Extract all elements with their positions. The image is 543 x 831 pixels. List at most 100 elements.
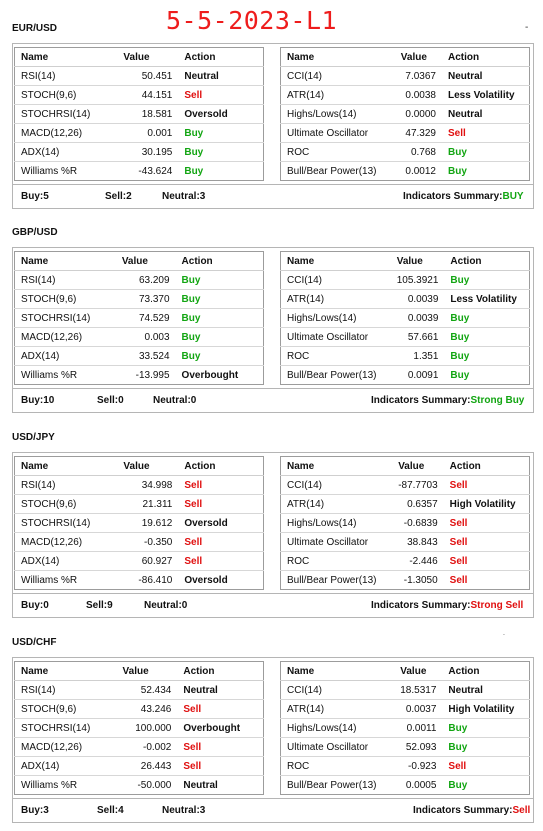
indicator-value: -50.000	[137, 779, 172, 791]
buy-count: Buy:0	[21, 600, 49, 611]
indicator-value: 0.0039	[396, 289, 439, 309]
indicator-value: -13.995	[135, 369, 170, 381]
table-header-row: Name Value Action	[14, 456, 264, 476]
indicator-value: -0.6839	[398, 513, 438, 533]
indicator-panel: Name Value Action RSI(14) 52.434 Neutral STOCH…	[12, 657, 534, 823]
table-row: CCI(14) 7.0367 Neutral	[280, 66, 530, 86]
indicator-action: Buy	[438, 270, 530, 290]
indicator-value: -0.002	[122, 737, 172, 757]
table-row: MACD(12,26) 0.003 Buy	[14, 327, 264, 347]
table-row: STOCH(9,6) 43.246 Sell	[14, 699, 264, 719]
indicator-action: Neutral	[183, 779, 218, 791]
indicator-action: Buy	[448, 165, 467, 177]
indicator-value: 44.151	[123, 85, 173, 105]
indicator-action: Sell	[449, 574, 468, 586]
sell-count: Sell:9	[86, 600, 113, 611]
indicator-value: 60.927	[123, 551, 173, 571]
indicator-name: Ultimate Oscillator	[280, 532, 399, 552]
summary-bar: Buy:10 Sell:0 Neutral:0 Indicators Summary:…	[13, 388, 533, 413]
indicator-action: Buy	[172, 123, 264, 143]
indicators-summary-label: Indicators Summary:	[403, 191, 503, 202]
table-row: MACD(12,26) -0.350 Sell	[14, 532, 264, 552]
indicator-action: Neutral	[172, 66, 264, 86]
indicator-name: ADX(14)	[14, 346, 122, 366]
indicator-name: Ultimate Oscillator	[280, 737, 401, 757]
indicator-name: ADX(14)	[14, 756, 123, 776]
indicator-action: Buy	[438, 308, 530, 328]
indicator-name: Highs/Lows(14)	[280, 104, 401, 124]
indicator-value: 34.998	[123, 475, 173, 495]
indicator-value: 57.661	[396, 327, 439, 347]
right-indicator-table: Name Value Action CCI(14) 7.0367 Neutral ATR(1…	[280, 47, 530, 181]
table-row: Ultimate Oscillator 47.329 Sell	[280, 123, 530, 143]
pair-title: EUR/USD	[12, 23, 58, 34]
indicator-action: Neutral	[436, 104, 530, 124]
table-row: STOCHRSI(14) 19.612 Oversold	[14, 513, 264, 533]
indicator-name: Bull/Bear Power(13)	[287, 369, 377, 381]
table-row: CCI(14) -87.7703 Sell	[280, 475, 530, 495]
indicators-summary-value: BUY	[502, 191, 524, 202]
indicator-action: Sell	[171, 699, 264, 719]
indicator-action: Sell	[437, 532, 530, 552]
action-column-header: Action	[172, 47, 264, 67]
value-column-header: Value	[400, 47, 436, 67]
indicator-name: Williams %R	[21, 779, 78, 791]
indicator-name: MACD(12,26)	[14, 737, 123, 757]
indicator-action: Buy	[436, 737, 530, 757]
indicator-action: Buy	[436, 142, 530, 162]
indicator-action: Overbought	[171, 718, 264, 738]
indicator-action: Buy	[438, 327, 530, 347]
indicator-value: 74.529	[121, 308, 170, 328]
indicator-name: STOCHRSI(14)	[14, 513, 124, 533]
indicator-action: Buy	[450, 369, 470, 381]
indicator-action: Buy	[438, 346, 530, 366]
indicators-summary-value: Strong Sell	[470, 600, 524, 611]
table-row: ROC 1.351 Buy	[280, 346, 530, 366]
indicator-value: 52.434	[122, 680, 172, 700]
action-column-header: Action	[436, 661, 530, 681]
indicator-name: ROC	[280, 142, 401, 162]
indicator-action: Oversold	[172, 104, 264, 124]
name-column-header: Name	[14, 251, 122, 271]
indicator-action: Sell	[171, 756, 264, 776]
indicator-name: STOCH(9,6)	[14, 289, 122, 309]
indicator-action: Oversold	[172, 513, 264, 533]
right-indicator-table: Name Value Action CCI(14) 105.3921 Buy ATR(14)…	[280, 251, 530, 385]
table-row: Williams %R -43.624 Buy	[15, 162, 264, 181]
indicator-name: RSI(14)	[14, 475, 124, 495]
indicator-action: Buy	[169, 270, 264, 290]
indicator-action: Buy	[172, 142, 264, 162]
left-indicator-table: Name Value Action RSI(14) 63.209 Buy STOCH(9,6…	[14, 251, 264, 385]
indicator-action: Sell	[436, 123, 530, 143]
indicator-name: CCI(14)	[280, 270, 397, 290]
indicator-name: ATR(14)	[280, 289, 397, 309]
indicator-value: 33.524	[121, 346, 170, 366]
table-row: RSI(14) 52.434 Neutral	[14, 680, 264, 700]
table-row: Ultimate Oscillator 52.093 Buy	[280, 737, 530, 757]
page-title: 5-5-2023-L1	[166, 6, 338, 35]
indicator-action: Buy	[169, 327, 264, 347]
action-column-header: Action	[438, 251, 530, 271]
indicator-name: Bull/Bear Power(13)	[287, 574, 377, 586]
indicator-value: 0.0012	[405, 165, 436, 177]
indicator-value: 43.246	[122, 699, 172, 719]
buy-count: Buy:3	[21, 805, 49, 816]
table-row: ADX(14) 60.927 Sell	[14, 551, 264, 571]
indicators-summary-label: Indicators Summary:	[371, 395, 471, 406]
indicator-name: Bull/Bear Power(13)	[287, 165, 377, 177]
indicator-value: 18.5317	[400, 680, 437, 700]
dash-mark: -	[525, 22, 529, 33]
table-row: Ultimate Oscillator 38.843 Sell	[280, 532, 530, 552]
indicator-value: 19.612	[123, 513, 173, 533]
table-row: STOCH(9,6) 73.370 Buy	[14, 289, 264, 309]
table-row: Williams %R -13.995 Overbought	[15, 366, 264, 385]
indicator-action: Buy	[169, 308, 264, 328]
indicator-value: 0.0037	[400, 699, 437, 719]
indicator-action: Buy	[169, 346, 264, 366]
right-indicator-table: Name Value Action CCI(14) -87.7703 Sell ATR(14…	[280, 456, 530, 590]
indicator-value: 0.0000	[400, 104, 436, 124]
indicator-name: Williams %R	[21, 165, 78, 177]
neutral-count: Neutral:3	[162, 805, 206, 816]
value-column-header: Value	[398, 456, 438, 476]
indicator-value: 73.370	[121, 289, 170, 309]
